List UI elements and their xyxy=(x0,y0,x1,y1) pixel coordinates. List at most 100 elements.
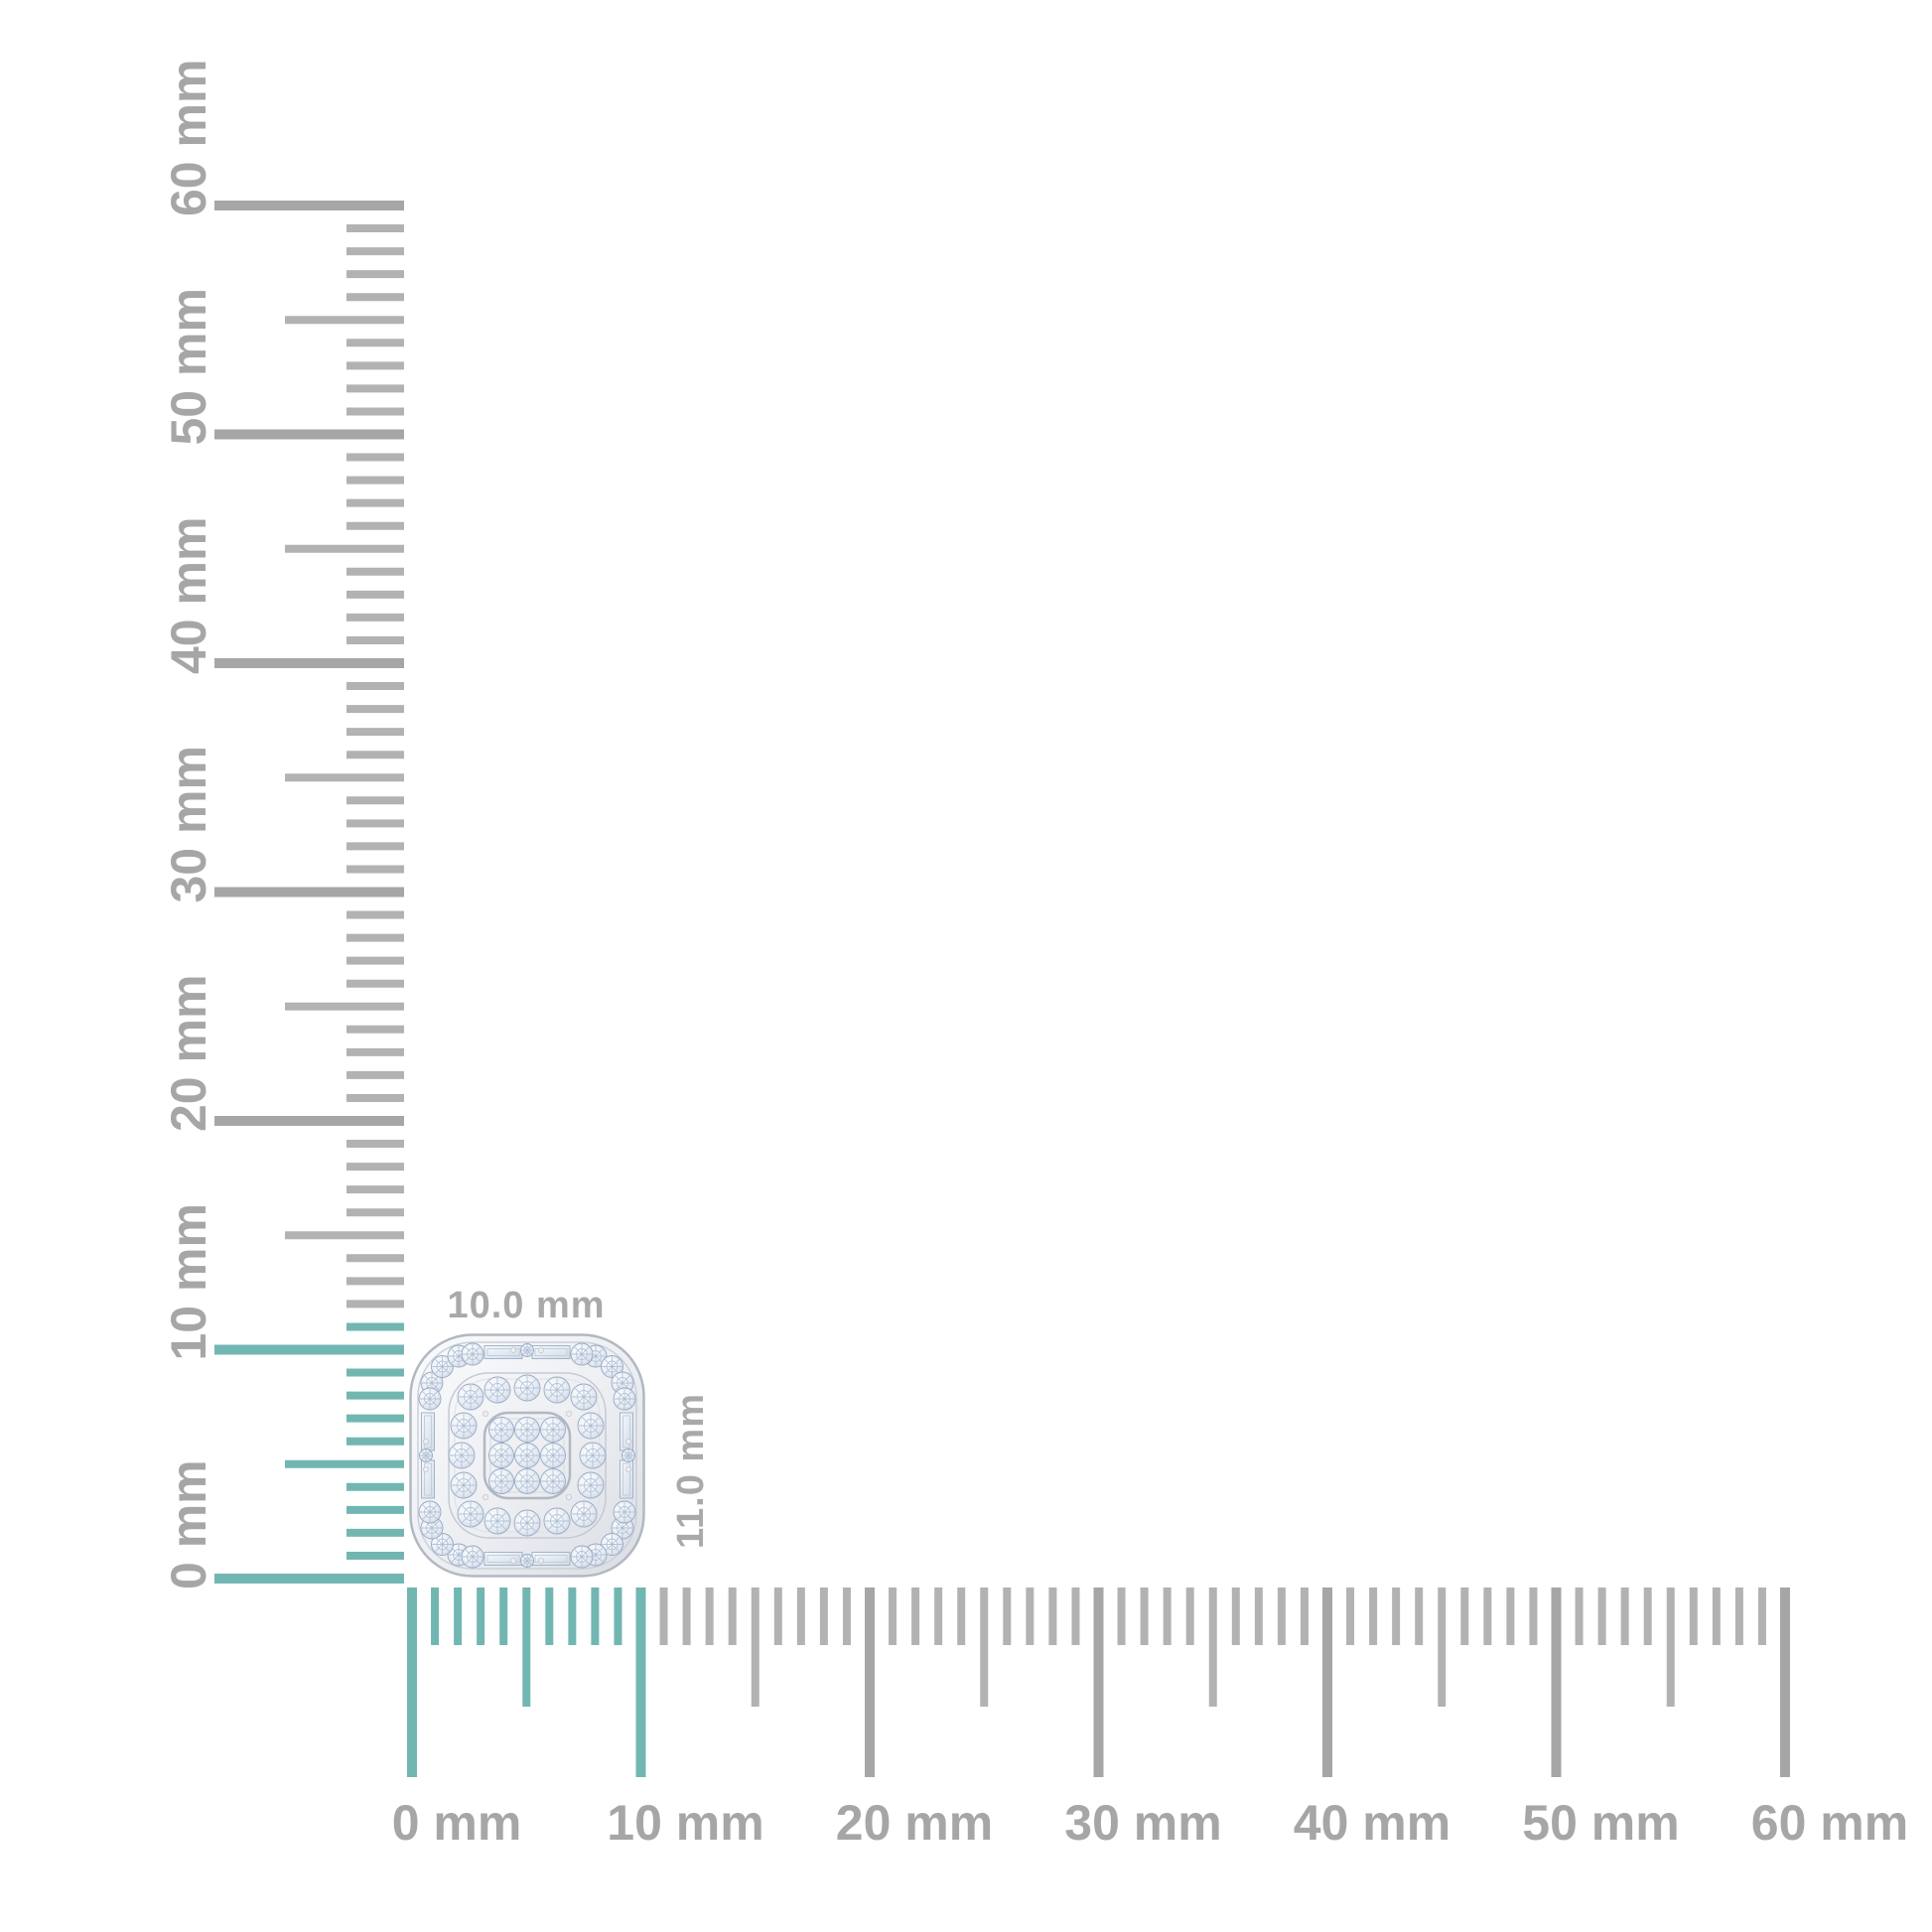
horizontal-ruler-label-0mm: 0 mm xyxy=(392,1795,522,1851)
diamond-facet-line xyxy=(424,1375,440,1391)
diamond-facet-line xyxy=(422,1391,438,1407)
diamond-facet-line xyxy=(575,1505,593,1523)
baguette-diamond xyxy=(531,1552,571,1566)
diamond-facet-line xyxy=(455,1417,473,1435)
diamond-table-line xyxy=(457,1478,471,1492)
diamond-table-line xyxy=(584,1478,598,1492)
diamond-facet-line xyxy=(435,1537,450,1552)
horizontal-ruler-label-10mm: 10 mm xyxy=(607,1795,763,1851)
baguette-facet-line xyxy=(534,1348,568,1356)
baguette-diamond xyxy=(531,1345,571,1359)
diamond-facet-line xyxy=(518,1472,536,1490)
diamond-facet-line xyxy=(518,1421,536,1439)
diamond-table-line xyxy=(576,1551,588,1563)
diamond-facet-line xyxy=(488,1381,506,1399)
diamond-table-line xyxy=(424,1393,436,1405)
baguette-diamond xyxy=(483,1552,523,1566)
baguette-diamond xyxy=(421,1459,435,1499)
diamond-facet-line xyxy=(575,1388,593,1406)
baguette-facet-line xyxy=(424,1415,432,1449)
diamond-table-line xyxy=(523,1346,531,1354)
diamond-facet-line xyxy=(435,1359,450,1374)
jewelry-center-frame xyxy=(483,1411,572,1500)
baguette-diamond xyxy=(421,1412,435,1451)
baguette-facet-line xyxy=(622,1415,630,1449)
diamond-table-line xyxy=(577,1507,591,1521)
diamond-table-line xyxy=(520,1516,534,1530)
diamond-facet-line xyxy=(548,1381,566,1399)
diamond-facet-line xyxy=(544,1421,562,1439)
diamond-table-line xyxy=(436,1538,449,1551)
diamond-table-line xyxy=(467,1551,479,1563)
diamond-facet-line xyxy=(455,1476,473,1494)
diamond-table-line xyxy=(619,1506,630,1518)
diamond-table-line xyxy=(490,1383,504,1397)
metal-prong-dot xyxy=(537,1346,544,1353)
diamond-table-line xyxy=(606,1360,619,1373)
baguette-diamond xyxy=(483,1345,523,1359)
diamond-table-line xyxy=(424,1506,436,1518)
diamond-table-line xyxy=(586,1449,600,1462)
diamond-facet-line xyxy=(518,1447,536,1464)
diamond-table-line xyxy=(494,1474,508,1488)
diamond-table-line xyxy=(464,1507,478,1521)
diamond-facet-line xyxy=(615,1520,630,1536)
diamond-table-line xyxy=(520,1449,534,1462)
metal-prong-dot xyxy=(422,1439,429,1446)
diamond-facet-line xyxy=(421,1450,431,1460)
metal-prong-dot xyxy=(510,1557,517,1564)
horizontal-ruler-label-30mm: 30 mm xyxy=(1064,1795,1221,1851)
diamond-facet-line xyxy=(453,1447,471,1464)
diamond-facet-line xyxy=(522,1345,532,1355)
diamond-facet-line xyxy=(582,1476,600,1494)
diamond-facet-line xyxy=(574,1346,590,1362)
diamond-facet-line xyxy=(422,1504,438,1520)
diamond-facet-line xyxy=(492,1472,510,1490)
diamond-facet-line xyxy=(623,1450,633,1460)
diamond-table-line xyxy=(494,1423,508,1437)
diamond-table-line xyxy=(494,1449,508,1462)
diamond-facet-line xyxy=(465,1346,481,1362)
diamond-table-line xyxy=(576,1348,588,1360)
diamond-table-line xyxy=(606,1538,619,1551)
diamond-table-line xyxy=(577,1390,591,1404)
diamond-table-line xyxy=(467,1348,479,1360)
metal-prong-dot xyxy=(565,1411,572,1418)
vertical-ruler-label-40mm: 40 mm xyxy=(161,517,216,674)
horizontal-ruler-label-50mm: 50 mm xyxy=(1522,1795,1679,1851)
vertical-ruler: 0 mm 10 mm 20 mm 30 mm 40 mm 50 mm 60 mm xyxy=(161,60,404,1589)
vertical-ruler-label-0mm: 0 mm xyxy=(161,1459,216,1589)
diamond-facet-line xyxy=(574,1549,590,1565)
diamond-facet-line xyxy=(617,1504,632,1520)
diamond-table-line xyxy=(550,1514,564,1528)
diamond-facet-line xyxy=(492,1421,510,1439)
vertical-ruler-label-20mm: 20 mm xyxy=(161,975,216,1132)
diamond-table-line xyxy=(464,1390,478,1404)
baguette-facet-line xyxy=(486,1348,520,1356)
metal-prong-dot xyxy=(537,1557,544,1564)
diamond-table-line xyxy=(624,1451,632,1459)
vertical-ruler-label-50mm: 50 mm xyxy=(161,288,216,445)
diamond-facet-line xyxy=(582,1417,600,1435)
diamond-table-line xyxy=(546,1449,560,1462)
metal-prong-dot xyxy=(565,1493,572,1500)
diamond-facet-line xyxy=(518,1514,536,1532)
diamond-table-line xyxy=(490,1514,504,1528)
baguette-facet-line xyxy=(424,1462,432,1496)
jewelry-item xyxy=(409,1333,645,1578)
diamond-facet-line xyxy=(544,1472,562,1490)
horizontal-ruler-label-60mm: 60 mm xyxy=(1751,1795,1908,1851)
baguette-facet-line xyxy=(486,1555,520,1563)
baguette-diamond xyxy=(620,1412,633,1451)
diamond-facet-line xyxy=(605,1537,620,1552)
diamond-table-line xyxy=(436,1360,449,1373)
baguette-diamond xyxy=(620,1459,633,1499)
metal-prong-dot xyxy=(624,1439,631,1446)
diamond-facet-line xyxy=(462,1388,480,1406)
baguette-facet-line xyxy=(622,1462,630,1496)
item-width-label: 10.0 mm xyxy=(447,1285,605,1326)
metal-prong-dot xyxy=(624,1465,631,1472)
diamond-facet-line xyxy=(462,1505,480,1523)
